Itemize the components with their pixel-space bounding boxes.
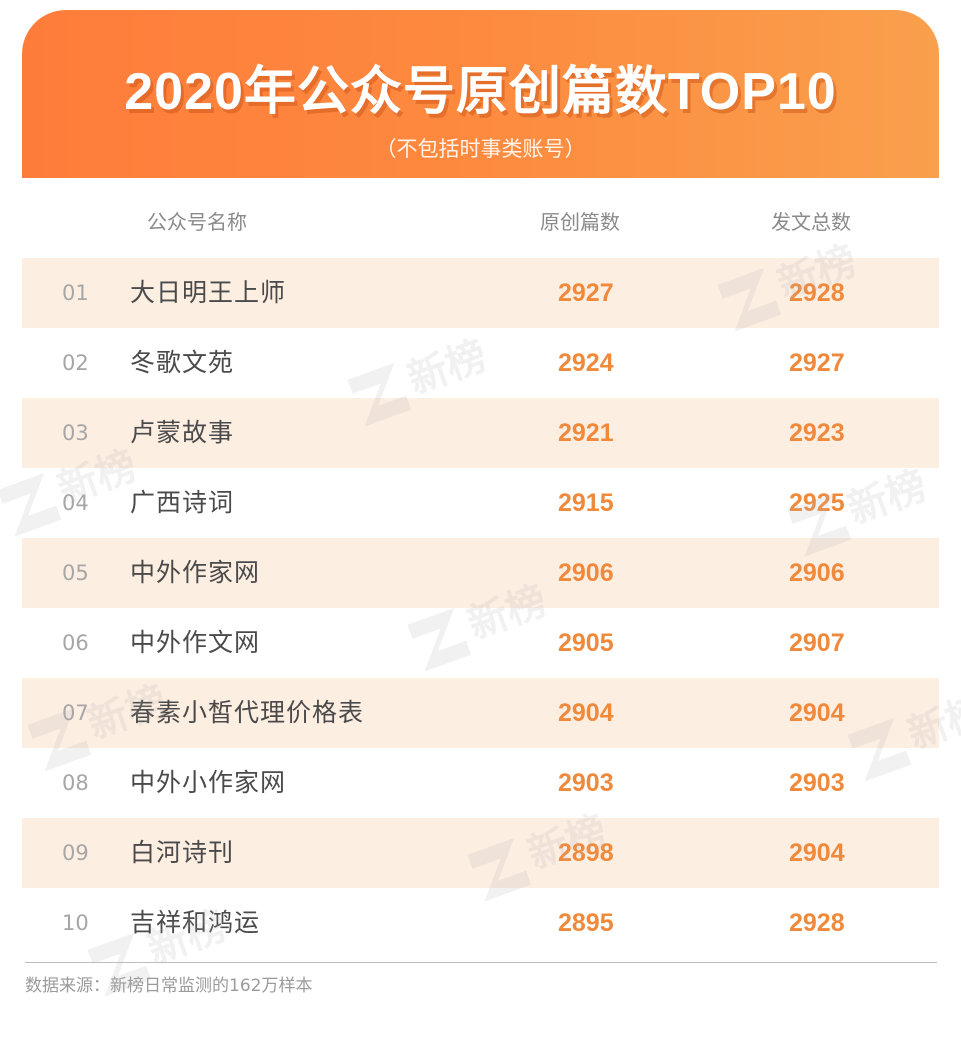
original-count: 2921 (558, 419, 614, 447)
rank-number: 10 (62, 911, 89, 935)
title-banner: 2020年公众号原创篇数TOP10 （不包括时事类账号） (22, 10, 939, 178)
rank-number: 02 (62, 351, 89, 375)
total-count: 2904 (789, 699, 845, 727)
table-row: 08 中外小作家网 2903 2903 (22, 748, 939, 818)
column-header-total-count: 发文总数 (771, 210, 851, 234)
rank-number: 09 (62, 841, 89, 865)
account-name: 卢蒙故事 (130, 418, 235, 447)
original-count: 2906 (558, 559, 614, 587)
table-row: 09 白河诗刊 2898 2904 (22, 818, 939, 888)
total-count: 2927 (789, 349, 845, 377)
page-subtitle: （不包括时事类账号） (375, 137, 586, 161)
original-count: 2904 (558, 699, 614, 727)
total-count: 2906 (789, 559, 845, 587)
table-row: 02 冬歌文苑 2924 2927 (22, 328, 939, 398)
total-count: 2928 (789, 909, 845, 937)
ranking-table: 01 大日明王上师 2927 2928 02 冬歌文苑 2924 2927 03… (22, 258, 939, 958)
table-row: 10 吉祥和鸿运 2895 2928 (22, 888, 939, 958)
account-name: 广西诗词 (130, 488, 235, 517)
account-name: 春素小皙代理价格表 (130, 698, 365, 727)
original-count: 2903 (558, 769, 614, 797)
table-row: 03 卢蒙故事 2921 2923 (22, 398, 939, 468)
rank-number: 08 (62, 771, 89, 795)
table-row: 04 广西诗词 2915 2925 (22, 468, 939, 538)
account-name: 中外作家网 (130, 558, 261, 587)
rank-number: 04 (62, 491, 89, 515)
column-header-original-count: 原创篇数 (540, 210, 620, 234)
original-count: 2924 (558, 349, 614, 377)
account-name: 中外作文网 (130, 628, 261, 657)
rank-number: 07 (62, 701, 89, 725)
account-name: 吉祥和鸿运 (130, 908, 261, 937)
rank-number: 03 (62, 421, 89, 445)
data-source-note: 数据来源：新榜日常监测的162万样本 (25, 976, 313, 996)
original-count: 2927 (558, 279, 614, 307)
original-count: 2895 (558, 909, 614, 937)
account-name: 大日明王上师 (130, 278, 287, 307)
total-count: 2904 (789, 839, 845, 867)
table-header: 公众号名称 原创篇数 发文总数 (22, 200, 939, 244)
page-title: 2020年公众号原创篇数TOP10 (124, 63, 837, 121)
table-row: 05 中外作家网 2906 2906 (22, 538, 939, 608)
column-header-account-name: 公众号名称 (147, 210, 247, 234)
rank-number: 06 (62, 631, 89, 655)
original-count: 2898 (558, 839, 614, 867)
table-row: 01 大日明王上师 2927 2928 (22, 258, 939, 328)
account-name: 冬歌文苑 (130, 348, 235, 377)
original-count: 2905 (558, 629, 614, 657)
total-count: 2923 (789, 419, 845, 447)
total-count: 2907 (789, 629, 845, 657)
account-name: 中外小作家网 (130, 768, 287, 797)
total-count: 2928 (789, 279, 845, 307)
account-name: 白河诗刊 (130, 838, 235, 867)
original-count: 2915 (558, 489, 614, 517)
rank-number: 05 (62, 561, 89, 585)
total-count: 2925 (789, 489, 845, 517)
rank-number: 01 (62, 281, 89, 305)
footer-divider (25, 962, 937, 963)
total-count: 2903 (789, 769, 845, 797)
table-row: 07 春素小皙代理价格表 2904 2904 (22, 678, 939, 748)
table-row: 06 中外作文网 2905 2907 (22, 608, 939, 678)
